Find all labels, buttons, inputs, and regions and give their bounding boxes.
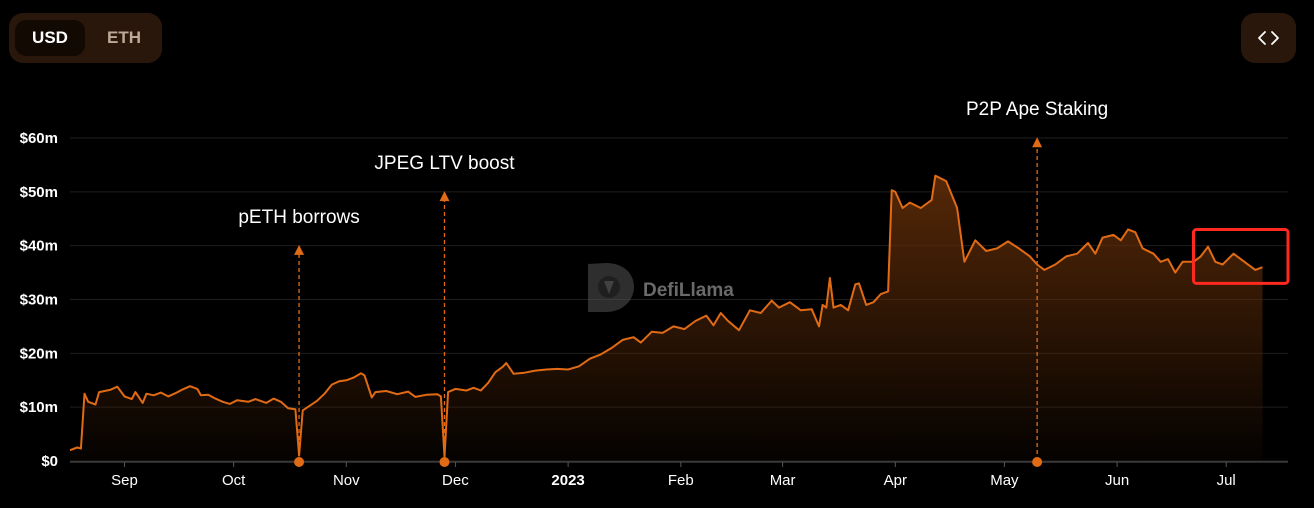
x-tick-label: Oct	[222, 472, 246, 489]
eth-toggle-button[interactable]: ETH	[107, 28, 141, 47]
y-tick-label: $0	[41, 453, 58, 470]
annotation-marker[interactable]	[1032, 457, 1043, 467]
y-tick-label: $20m	[20, 345, 58, 362]
x-tick-label: Jun	[1105, 472, 1129, 489]
x-tick-label: Feb	[668, 472, 694, 489]
y-tick-label: $60m	[20, 130, 58, 147]
y-tick-label: $30m	[20, 292, 58, 309]
x-tick-label: Apr	[884, 472, 907, 489]
x-tick-label: 2023	[551, 472, 584, 489]
x-tick-label: May	[990, 472, 1019, 489]
annotation-marker[interactable]	[294, 457, 305, 467]
annotation-arrow	[439, 191, 450, 202]
llama-logo-icon	[588, 263, 634, 312]
code-brackets-icon	[1258, 31, 1279, 45]
highlight-box	[1191, 228, 1290, 285]
x-tick-label: Nov	[333, 472, 360, 489]
x-tick-label: Dec	[442, 472, 469, 489]
embed-code-button[interactable]	[1241, 13, 1296, 63]
currency-toggle: USD ETH	[9, 13, 162, 63]
annotation-label: pETH borrows	[238, 207, 359, 228]
annotation-marker[interactable]	[439, 457, 450, 467]
annotation-label: JPEG LTV boost	[374, 153, 515, 174]
x-tick-label: Jul	[1217, 472, 1236, 489]
y-tick-label: $10m	[20, 399, 58, 416]
annotation-arrow	[1032, 137, 1043, 148]
y-tick-label: $50m	[20, 184, 58, 201]
x-tick-label: Sep	[111, 472, 138, 489]
tvl-line	[69, 174, 1263, 458]
annotation-arrow	[294, 244, 305, 255]
usd-toggle-button[interactable]: USD	[15, 20, 85, 56]
watermark-text: DefiLlama	[643, 280, 734, 301]
tvl-area	[70, 175, 1263, 461]
x-tick-label: Mar	[770, 472, 796, 489]
y-tick-label: $40m	[20, 238, 58, 255]
annotation-label: P2P Ape Staking	[966, 99, 1108, 120]
